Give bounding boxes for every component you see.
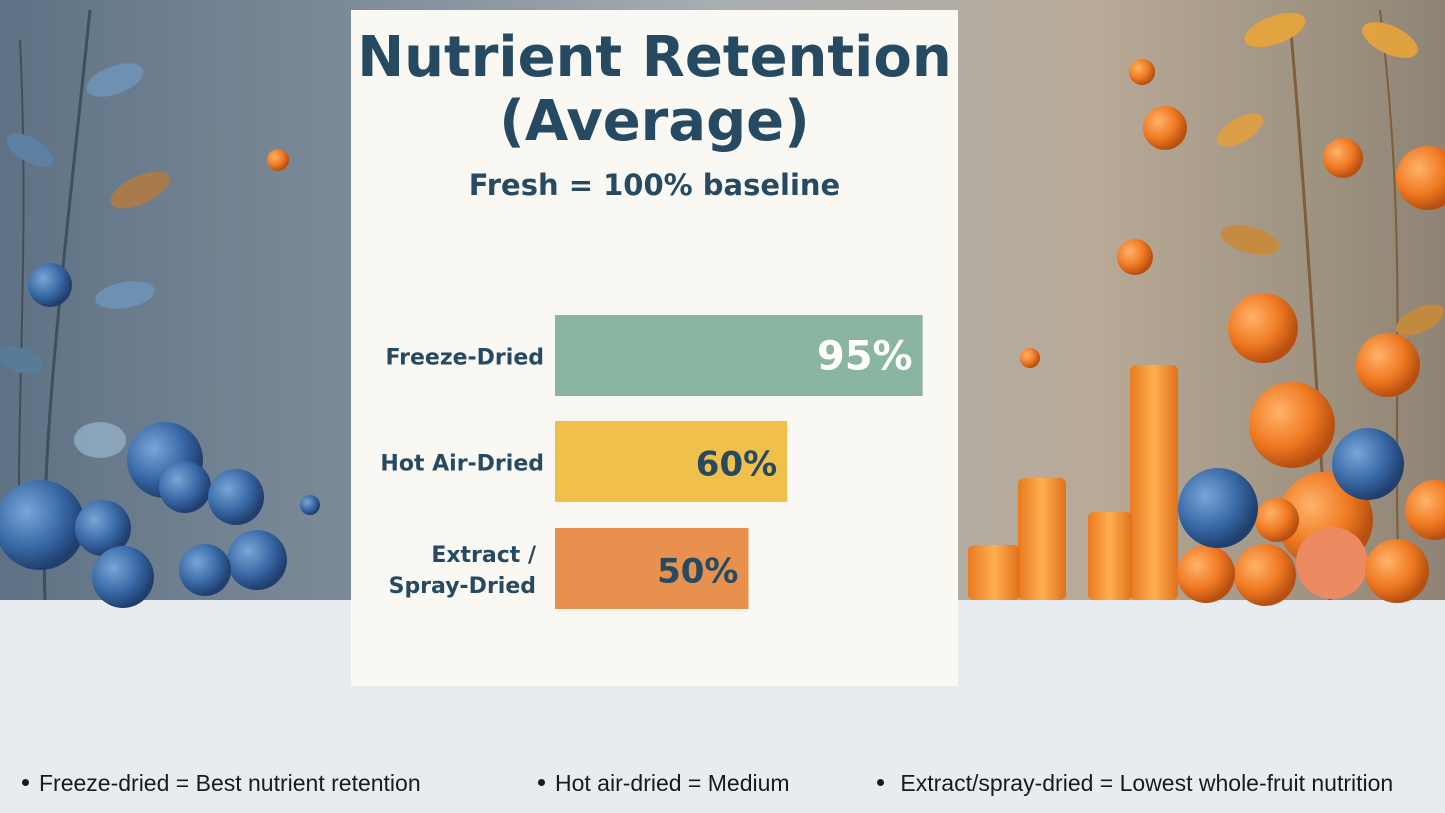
- blueberries: [0, 263, 320, 608]
- category-label: Spray-Dried: [389, 574, 536, 599]
- category-label: Hot Air-Dried: [380, 452, 544, 477]
- bullet-dot: [538, 779, 545, 787]
- bar-freeze-dried: [555, 315, 923, 396]
- bullet-dot: [22, 779, 29, 787]
- bar-hot-air-dried: [555, 421, 788, 502]
- right-blueberries: [1178, 428, 1404, 548]
- chart-title: Nutrient Retention (Average): [351, 26, 958, 154]
- bullet-item-freeze-dried: Freeze-dried = Best nutrient retention: [22, 764, 421, 802]
- bullet-text: Hot air-dried = Medium: [555, 770, 790, 796]
- chart-title-line-1: Nutrient Retention: [357, 25, 952, 90]
- chart-title-line-2: (Average): [499, 89, 810, 154]
- bullet-item-extract: Extract/spray-dried = Lowest whole-fruit…: [877, 764, 1393, 802]
- bullet-list: Freeze-dried = Best nutrient retention H…: [0, 764, 1445, 804]
- bullet-text: Extract/spray-dried = Lowest whole-fruit…: [894, 770, 1394, 796]
- orange-columns: [968, 365, 1178, 600]
- category-label: Extract /: [431, 543, 537, 568]
- oranges: [1020, 59, 1445, 606]
- bar-extract-spray-dried: [555, 528, 749, 609]
- bullet-item-hot-air-dried: Hot air-dried = Medium: [538, 764, 790, 802]
- bullet-text: Freeze-dried = Best nutrient retention: [39, 770, 421, 796]
- chart-subtitle: Fresh = 100% baseline: [468, 168, 841, 202]
- bullet-dot: [877, 779, 884, 787]
- bar-value-label: 60%: [696, 445, 777, 485]
- bar-value-label: 50%: [657, 552, 738, 592]
- chart-card: Nutrient Retention (Average) Fresh = 100…: [351, 10, 958, 686]
- bar-value-label: 95%: [817, 334, 913, 380]
- category-label: Freeze-Dried: [386, 346, 545, 371]
- bar-chart: 95% Freeze-Dried 60% Hot Air-Dried 50% Extrac…: [380, 315, 923, 609]
